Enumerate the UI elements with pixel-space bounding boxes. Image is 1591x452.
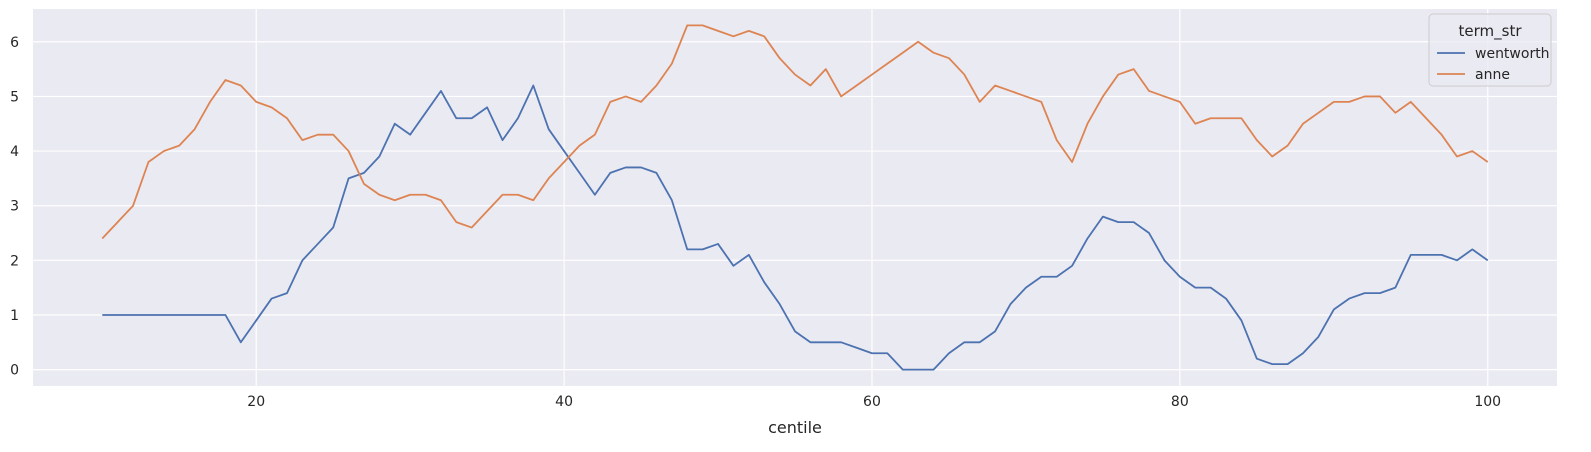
y-tick-label: 1 <box>10 308 19 324</box>
x-tick-label: 20 <box>247 394 265 410</box>
grid-lines <box>33 9 1557 386</box>
y-tick-label: 2 <box>10 253 19 269</box>
x-tick-label: 80 <box>1171 394 1189 410</box>
legend-label-anne: anne <box>1475 67 1510 83</box>
series-line-anne <box>101 24 1489 240</box>
y-tick-label: 3 <box>10 199 19 215</box>
y-tick-label: 0 <box>10 363 19 379</box>
y-tick-label: 5 <box>10 89 19 105</box>
x-tick-label: 40 <box>555 394 573 410</box>
series-lines <box>101 24 1489 371</box>
x-axis-label: centile <box>768 418 822 437</box>
x-tick-label: 60 <box>863 394 881 410</box>
series-line-wentworth <box>102 84 1489 371</box>
plot-area <box>33 9 1557 386</box>
y-tick-label: 4 <box>10 144 19 160</box>
legend-box <box>1428 13 1552 87</box>
x-tick-label: 100 <box>1474 394 1501 410</box>
legend-label-wentworth: wentworth <box>1475 46 1550 62</box>
legend: term_str wentworth anne <box>1428 13 1552 87</box>
legend-title: term_str <box>1459 22 1523 41</box>
y-tick-label: 6 <box>10 35 19 51</box>
tick-labels: 20 40 60 80 100 0 1 2 3 4 5 6 <box>10 35 1501 410</box>
legend-entries: wentworth anne <box>1437 46 1550 83</box>
